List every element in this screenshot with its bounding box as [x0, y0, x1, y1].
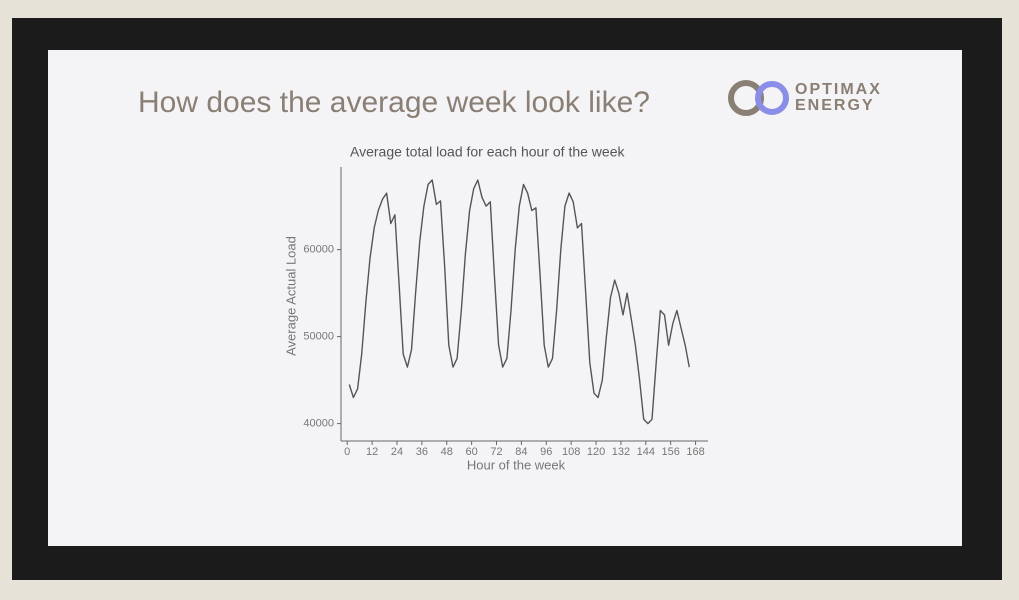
x-axis-label: Hour of the week	[467, 457, 566, 472]
x-tick-label: 168	[686, 446, 704, 458]
logo-ring	[755, 81, 789, 115]
x-tick-label: 60	[466, 446, 478, 458]
slide	[48, 50, 962, 546]
x-tick-label: 24	[391, 446, 403, 458]
x-tick-label: 120	[587, 446, 605, 458]
x-tick-label: 12	[366, 446, 378, 458]
y-tick-label: 40000	[303, 418, 334, 430]
line-series	[348, 179, 690, 425]
slide-title: How does the average week look like?	[138, 86, 650, 119]
y-tick-label: 60000	[303, 244, 334, 256]
x-tick-label: 108	[562, 446, 580, 458]
logo-text: OPTIMAX	[795, 81, 882, 98]
logo: OPTIMAX ENERGY	[728, 80, 882, 116]
y-axis-label: Average Actual Load	[283, 236, 298, 356]
x-tick-label: 144	[637, 446, 655, 458]
x-tick-label: 72	[490, 446, 502, 458]
chart-title: Average total load for each hour of the …	[350, 144, 625, 160]
x-tick-label: 156	[661, 446, 679, 458]
x-tick-label: 96	[540, 446, 552, 458]
y-tick-label: 50000	[303, 331, 334, 343]
logo-text: ENERGY	[795, 97, 875, 114]
x-tick-label: 48	[441, 446, 453, 458]
x-tick-label: 84	[515, 446, 527, 458]
x-tick-label: 132	[612, 446, 630, 458]
x-tick-label: 0	[344, 446, 350, 458]
x-tick-label: 36	[416, 446, 428, 458]
